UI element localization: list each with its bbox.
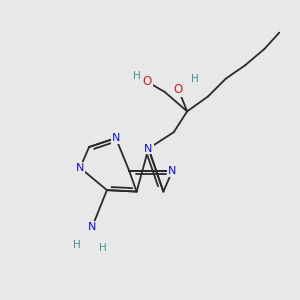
Text: H: H bbox=[191, 74, 199, 84]
Text: N: N bbox=[76, 163, 84, 173]
Text: N: N bbox=[88, 222, 96, 232]
Text: H: H bbox=[73, 240, 81, 250]
Text: O: O bbox=[174, 82, 183, 96]
Text: N: N bbox=[168, 166, 176, 176]
Text: N: N bbox=[144, 143, 153, 154]
Text: O: O bbox=[142, 75, 152, 88]
Text: N: N bbox=[112, 133, 120, 143]
Text: H: H bbox=[99, 243, 106, 253]
Text: H: H bbox=[133, 71, 140, 81]
